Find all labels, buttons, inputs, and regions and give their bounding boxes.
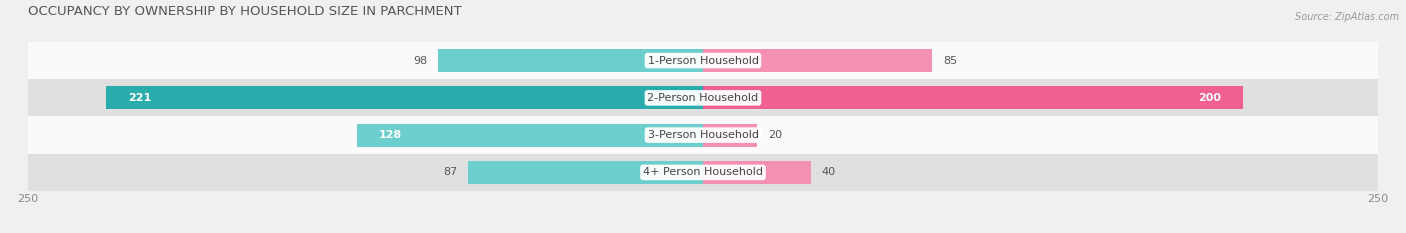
Text: 98: 98 <box>413 56 427 65</box>
Text: 2-Person Household: 2-Person Household <box>647 93 759 103</box>
Bar <box>703 123 756 147</box>
Text: 221: 221 <box>128 93 152 103</box>
Text: 3-Person Household: 3-Person Household <box>648 130 758 140</box>
Bar <box>28 116 1378 154</box>
Bar <box>28 42 1378 79</box>
Text: 200: 200 <box>1198 93 1222 103</box>
Bar <box>28 154 1378 191</box>
Bar <box>107 86 703 110</box>
Text: OCCUPANCY BY OWNERSHIP BY HOUSEHOLD SIZE IN PARCHMENT: OCCUPANCY BY OWNERSHIP BY HOUSEHOLD SIZE… <box>28 5 461 18</box>
Bar <box>703 86 1243 110</box>
Text: 20: 20 <box>768 130 782 140</box>
Text: 128: 128 <box>380 130 402 140</box>
Bar <box>357 123 703 147</box>
Text: 4+ Person Household: 4+ Person Household <box>643 168 763 177</box>
Bar <box>28 79 1378 116</box>
Bar <box>439 49 703 72</box>
Text: 87: 87 <box>443 168 457 177</box>
Text: 1-Person Household: 1-Person Household <box>648 56 758 65</box>
Text: Source: ZipAtlas.com: Source: ZipAtlas.com <box>1295 12 1399 22</box>
Bar <box>703 161 811 184</box>
Bar <box>703 49 932 72</box>
Text: 85: 85 <box>943 56 957 65</box>
Bar <box>468 161 703 184</box>
Text: 40: 40 <box>821 168 837 177</box>
